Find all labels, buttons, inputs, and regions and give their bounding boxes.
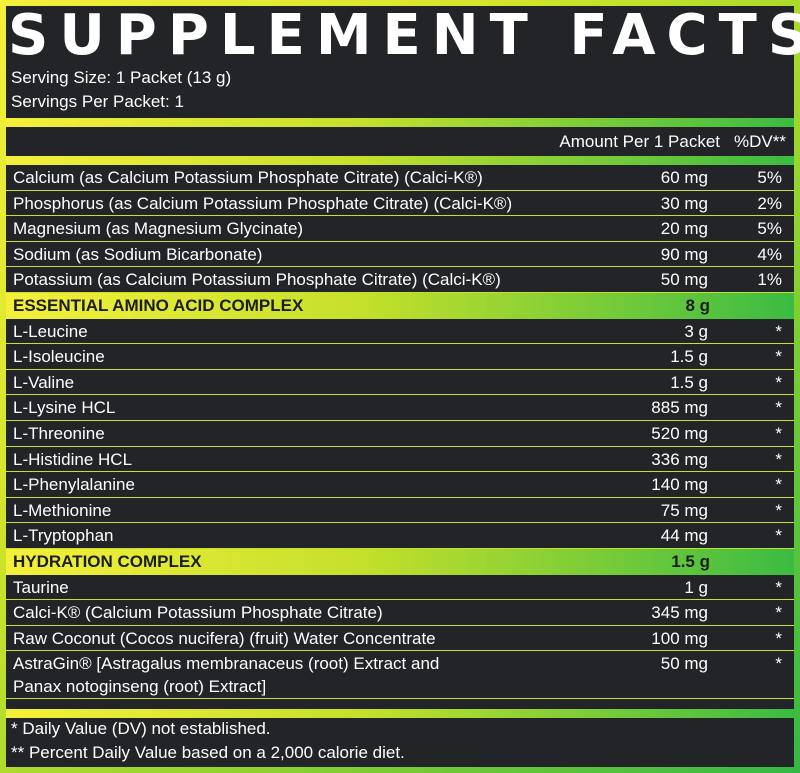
table-row: Calci-K® (Calcium Potassium Phosphate Ci… [6,600,794,626]
ingredient-dv: * [775,449,782,469]
ingredient-name: L-Lysine HCL [13,398,116,418]
ingredient-name: L-Threonine [13,423,105,443]
ingredient-name: L-Phenylalanine [13,475,135,495]
ingredient-dv: * [775,526,782,546]
ingredient-name: L-Histidine HCL [13,449,133,469]
supplement-facts-panel [6,6,794,767]
nutrient-amount: 50 mg [660,270,708,290]
ingredient-dv: * [775,577,782,597]
ingredient-name: Calci-K® (Calcium Potassium Phosphate Ci… [13,603,383,623]
ingredient-dv: * [775,321,782,341]
ingredient-amount: 3 g [684,321,708,341]
ingredient-amount: 44 mg [660,526,708,546]
section-header-hydration: HYDRATION COMPLEX 1.5 g [6,548,794,575]
panel-title: SUPPLEMENT FACTS [8,3,800,68]
table-row: L-Valine 1.5 g * [6,370,794,396]
amount-header: Amount Per 1 Packet [559,132,720,151]
ingredient-amount: 345 mg [651,603,708,623]
ingredient-dv: * [775,347,782,367]
ingredient-amount: 50 mg [660,654,708,674]
ingredient-name: L-Methionine [13,500,112,520]
nutrient-name: Calcium (as Calcium Potassium Phosphate … [13,168,483,187]
ingredient-amount: 100 mg [651,628,708,648]
ingredient-dv: * [775,372,782,392]
ingredient-dv: * [775,398,782,418]
ingredient-name-line2: Panax notoginseng (root) Extract] [13,677,267,697]
table-row: Phosphorus (as Calcium Potassium Phospha… [6,191,794,217]
ingredient-amount: 75 mg [660,500,708,520]
nutrient-amount: 20 mg [660,219,708,239]
table-row: L-Lysine HCL 885 mg * [6,395,794,421]
table-row: L-Histidine HCL 336 mg * [6,447,794,473]
ingredient-name: L-Isoleucine [13,347,105,367]
table-row: Raw Coconut (Cocos nucifera) (fruit) Wat… [6,626,794,652]
ingredient-dv: * [775,423,782,443]
ingredient-amount: 885 mg [651,398,708,418]
table-row: Sodium (as Sodium Bicarbonate) 90 mg 4% [6,242,794,268]
ingredient-name: L-Tryptophan [13,526,114,546]
table-row: L-Phenylalanine 140 mg * [6,472,794,498]
ingredient-amount: 520 mg [651,423,708,443]
table-row: L-Threonine 520 mg * [6,421,794,447]
nutrient-amount: 60 mg [660,168,708,187]
nutrient-name: Potassium (as Calcium Potassium Phosphat… [13,270,501,290]
section-amount: 8 g [685,295,710,315]
ingredient-dv: * [775,500,782,520]
section-amount: 1.5 g [671,551,710,571]
ingredient-amount: 140 mg [651,475,708,495]
divider-thick [6,118,794,127]
ingredient-dv: * [775,628,782,648]
table-row: L-Leucine 3 g * [6,319,794,345]
serving-size: Serving Size: 1 Packet (13 g) [11,68,232,87]
nutrient-name: Phosphorus (as Calcium Potassium Phospha… [13,193,513,213]
ingredient-amount: 336 mg [651,449,708,469]
divider-thick [6,156,794,165]
ingredient-amount: 1 g [684,577,708,597]
table-row: Potassium (as Calcium Potassium Phosphat… [6,267,794,293]
ingredient-name: Raw Coconut (Cocos nucifera) (fruit) Wat… [13,628,436,648]
ingredient-dv: * [775,475,782,495]
section-header-eaa: ESSENTIAL AMINO ACID COMPLEX 8 g [6,292,794,319]
table-row: Taurine 1 g * [6,575,794,601]
ingredient-dv: * [775,654,782,674]
ingredient-name: L-Valine [13,372,75,392]
ingredient-name: Taurine [13,577,69,597]
nutrient-dv: 1% [757,270,782,290]
section-label: HYDRATION COMPLEX [13,551,202,571]
footnote-dv: * Daily Value (DV) not established. [11,719,271,738]
ingredient-amount: 1.5 g [670,372,708,392]
ingredient-name: AstraGin® [Astragalus membranaceus (root… [13,654,440,674]
nutrient-dv: 5% [757,168,782,187]
table-row: L-Isoleucine 1.5 g * [6,344,794,370]
table-row: L-Methionine 75 mg * [6,498,794,524]
nutrient-table: Calcium (as Calcium Potassium Phosphate … [6,165,794,700]
section-label: ESSENTIAL AMINO ACID COMPLEX [13,295,304,315]
ingredient-name: L-Leucine [13,321,88,341]
divider-thick [6,709,794,718]
nutrient-name: Magnesium (as Magnesium Glycinate) [13,219,304,239]
table-row: AstraGin® [Astragalus membranaceus (root… [6,651,794,700]
dv-header: %DV** [734,132,786,151]
column-header-row: Amount Per 1 Packet %DV** [0,130,800,156]
nutrient-dv: 2% [757,193,782,213]
nutrient-amount: 90 mg [660,244,708,264]
ingredient-dv: * [775,603,782,623]
table-row: L-Tryptophan 44 mg * [6,523,794,549]
nutrient-name: Sodium (as Sodium Bicarbonate) [13,244,263,264]
nutrient-dv: 4% [757,244,782,264]
nutrient-dv: 5% [757,219,782,239]
footnote-calorie: ** Percent Daily Value based on a 2,000 … [11,743,405,762]
ingredient-amount: 1.5 g [670,347,708,367]
nutrient-amount: 30 mg [660,193,708,213]
servings-per-packet: Servings Per Packet: 1 [11,92,184,111]
table-row: Magnesium (as Magnesium Glycinate) 20 mg… [6,216,794,242]
table-row: Calcium (as Calcium Potassium Phosphate … [6,165,794,191]
